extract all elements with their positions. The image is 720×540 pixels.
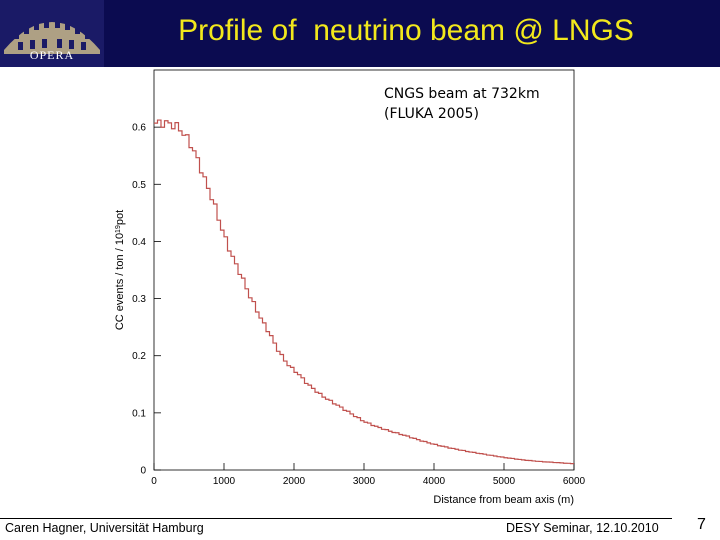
x-tick-label: 2000 xyxy=(283,476,306,487)
x-tick-label: 1000 xyxy=(213,476,236,487)
annotation-line-2: (FLUKA 2005) xyxy=(384,106,479,122)
y-tick-label: 0.2 xyxy=(132,351,146,362)
y-tick-label: 0.3 xyxy=(132,294,146,305)
x-tick-label: 6000 xyxy=(563,476,586,487)
slide-title: Profile of neutrino beam @ LNGS xyxy=(178,14,634,47)
plot-frame xyxy=(153,69,575,471)
slide-header: OPERA Profile of neutrino beam @ LNGS xyxy=(0,0,720,67)
x-axis-label: Distance from beam axis (m) xyxy=(433,494,574,506)
series-line xyxy=(154,119,574,465)
page-number: 7 xyxy=(697,516,706,533)
x-tick-label: 3000 xyxy=(353,476,376,487)
footer-event: DESY Seminar, 12.10.2010 xyxy=(506,521,659,535)
y-axis-label: CC events / ton / 1019pot xyxy=(114,210,126,330)
x-tick-label: 4000 xyxy=(423,476,446,487)
y-tick-label: 0.1 xyxy=(132,408,146,419)
y-tick-label: 0.6 xyxy=(132,123,146,134)
annotation-line-1: CNGS beam at 732km xyxy=(384,86,540,102)
y-tick-label: 0 xyxy=(140,466,146,477)
opera-logo: OPERA xyxy=(0,0,104,67)
opera-house-icon xyxy=(0,0,104,67)
footer-divider xyxy=(0,518,672,519)
footer-author: Caren Hagner, Universität Hamburg xyxy=(5,521,204,535)
x-tick-label: 0 xyxy=(151,476,157,487)
y-tick-label: 0.4 xyxy=(132,237,146,248)
y-tick-label: 0.5 xyxy=(132,180,146,191)
logo-text: OPERA xyxy=(29,48,75,62)
x-tick-label: 5000 xyxy=(493,476,516,487)
